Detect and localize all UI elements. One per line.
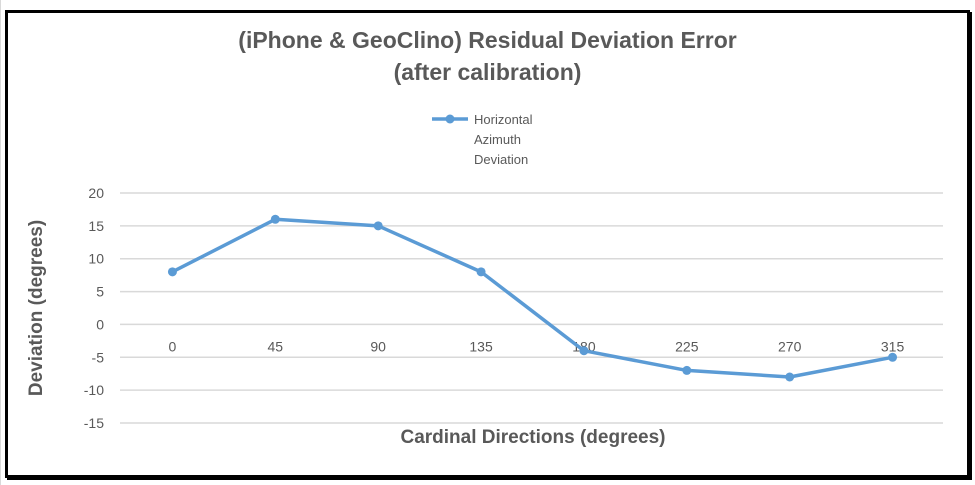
x-tick-label: 270 [778, 338, 802, 354]
data-point [373, 221, 383, 231]
x-tick-label: 135 [469, 338, 493, 354]
y-tick-label: 10 [88, 251, 104, 267]
y-tick-label: 20 [88, 185, 104, 201]
x-tick-label: 90 [370, 338, 386, 354]
data-point [167, 267, 177, 277]
x-tick-label: 0 [169, 338, 177, 354]
legend-label: Azimuth [474, 132, 521, 147]
y-tick-label: -15 [84, 415, 104, 431]
y-tick-label: 15 [88, 218, 104, 234]
y-axis-title: Deviation (degrees) [26, 220, 47, 396]
chart-title-line1: (iPhone & GeoClino) Residual Deviation E… [238, 27, 737, 53]
x-axis-title: Cardinal Directions (degrees) [400, 427, 665, 448]
chart-title-line2: (after calibration) [393, 59, 582, 85]
legend-marker [445, 114, 455, 124]
x-tick-label: 45 [268, 338, 284, 354]
y-tick-label: 5 [96, 284, 104, 300]
data-point [888, 352, 898, 362]
data-point [579, 346, 589, 356]
series-line [171, 217, 893, 379]
data-point [270, 214, 280, 224]
sheet-gridline [0, 0, 1, 485]
legend-label: Deviation [474, 152, 528, 167]
chart-frame[interactable] [5, 10, 970, 478]
data-point [785, 372, 795, 382]
legend-label: Horizontal [474, 112, 533, 127]
y-tick-label: -5 [92, 349, 105, 365]
x-tick-label: 315 [881, 338, 905, 354]
y-tick-label: -10 [84, 382, 104, 398]
data-point [682, 365, 692, 375]
y-tick-label: 0 [96, 316, 104, 332]
x-tick-label: 225 [675, 338, 699, 354]
data-point [476, 267, 486, 277]
